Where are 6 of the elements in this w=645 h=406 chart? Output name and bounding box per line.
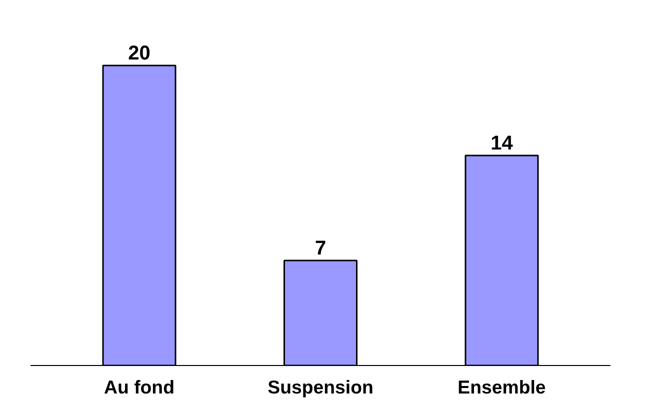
data-label: 20 <box>128 42 150 64</box>
data-label: 14 <box>490 132 514 154</box>
x-tick-label: Au fond <box>104 376 174 398</box>
x-tick-label: Ensemble <box>458 376 546 398</box>
x-tick-label: Suspension <box>268 376 374 398</box>
data-label: 7 <box>314 238 326 260</box>
